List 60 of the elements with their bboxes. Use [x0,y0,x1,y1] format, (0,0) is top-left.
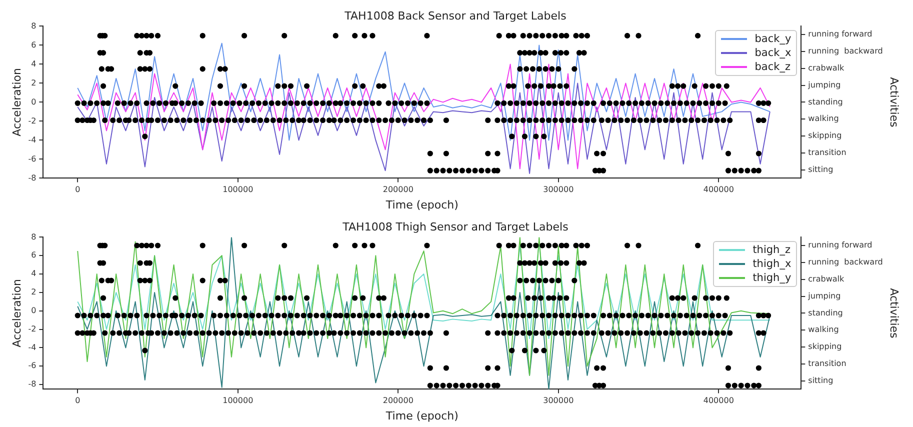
y-tick-label: 0 [31,97,36,106]
category-label: running backward [808,46,883,56]
y-tick-label: 0 [31,306,36,315]
category-label: transition [808,358,846,368]
y-tick-label: -6 [28,361,36,370]
category-label: standing [808,97,843,106]
category-label: running forward [808,240,872,250]
x-tick-label: 200000 [382,396,414,406]
legend-label: back_z [754,60,790,74]
category-label: skipping [808,131,842,140]
x-tick-label: 400000 [703,396,734,406]
x-tick-label: 300000 [543,396,574,406]
y2-axis-title: Activities [888,288,901,339]
y-tick-label: 8 [31,232,36,242]
y-tick-label: -4 [28,342,36,352]
legend-label: back_x [754,46,792,60]
y-tick-label: -2 [28,116,36,126]
category-label: running forward [808,30,872,39]
y-tick-label: 4 [31,59,36,68]
category-label: sitting [808,376,834,385]
legend-label: back_y [754,32,792,46]
legend-label: thigh_z [752,243,790,258]
x-tick-label: 200000 [382,185,414,194]
y2-axis-title: Activities [888,77,901,128]
legend-label: thigh_y [752,271,792,286]
y-tick-label: 8 [31,21,36,30]
x-axis-title: Time (epoch) [384,409,458,422]
category-label: sitting [808,164,834,174]
category-label: running backward [808,258,883,267]
y-tick-label: 6 [31,40,36,50]
y-tick-label: 6 [31,250,36,260]
chart-title: TAH1008 Thigh Sensor and Target Labels [342,220,569,234]
y-tick-label: -8 [28,173,36,182]
category-label: jumping [808,291,841,300]
y-tick-label: 2 [31,78,36,88]
y-axis-title: Acceleration [10,68,24,136]
category-label: jumping [808,80,841,90]
y-tick-label: 4 [31,269,36,278]
category-label: walking [808,114,839,124]
category-label: walking [808,325,839,334]
x-tick-label: 0 [75,185,80,194]
x-tick-label: 0 [75,396,80,406]
legend-label: thigh_x [752,257,792,272]
x-tick-label: 400000 [703,185,734,194]
y-axis-title: Acceleration [10,279,24,348]
chart-title: TAH1008 Back Sensor and Target Labels [344,9,567,22]
x-tick-label: 100000 [222,396,254,406]
y-tick-label: 2 [31,288,36,297]
y-tick-label: -2 [28,324,36,334]
category-label: transition [808,148,846,157]
y-tick-label: -4 [28,135,36,144]
category-label: standing [808,308,843,318]
x-tick-label: 300000 [543,185,574,194]
category-label: crabwalk [808,64,844,72]
y-tick-label: -6 [28,154,36,164]
category-label: skipping [808,342,842,352]
x-tick-label: 100000 [222,185,254,194]
y-tick-label: -8 [28,380,36,389]
x-axis-title: Time (epoch) [384,198,458,212]
category-label: crabwalk [808,274,844,284]
